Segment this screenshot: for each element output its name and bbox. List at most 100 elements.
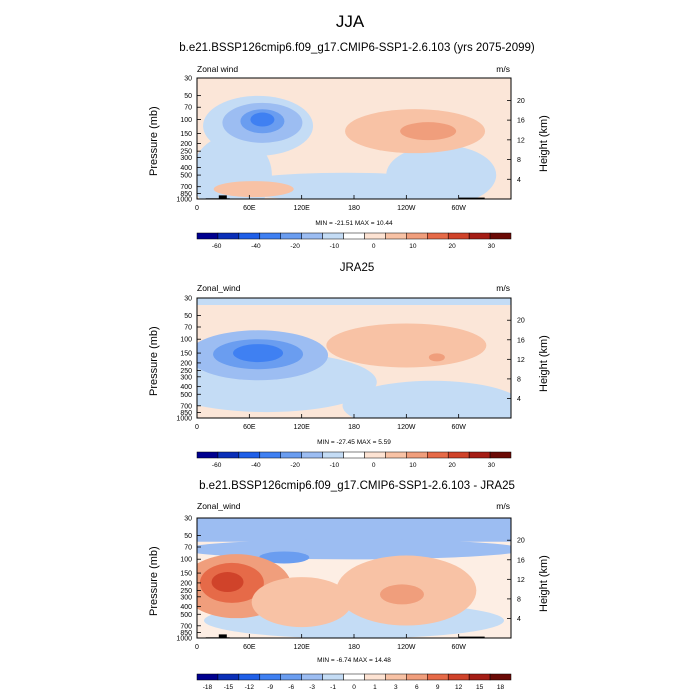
units-label: m/s (496, 283, 510, 293)
colorbar-label: 18 (497, 684, 505, 691)
y-tick-label: 30 (184, 76, 192, 83)
colorbar-label: 10 (409, 462, 417, 469)
variable-label: Zonal wind (197, 64, 239, 74)
contour-neg (386, 145, 497, 199)
y-tick-label-right: 20 (517, 98, 525, 105)
x-tick-label: 120E (293, 424, 310, 431)
y-tick-label: 250 (180, 368, 192, 375)
figure-title: JJA (335, 12, 365, 31)
contour-neg (197, 518, 511, 542)
y-tick-label: 150 (180, 131, 192, 138)
contour-pos (428, 353, 445, 362)
y-tick-label: 850 (180, 191, 192, 198)
colorbar-label: 1 (373, 684, 377, 691)
colorbar-swatch (301, 673, 323, 681)
y-tick-label: 300 (180, 594, 192, 601)
colorbar-label: 12 (455, 684, 463, 691)
colorbar-swatch (489, 232, 512, 240)
y-tick-label: 500 (180, 173, 192, 180)
x-tick-label: 0 (195, 205, 199, 212)
colorbar-label: 30 (488, 243, 496, 250)
y-tick-label: 300 (180, 374, 192, 381)
y-tick-label: 100 (180, 337, 192, 344)
contour-field (197, 298, 511, 418)
colorbar-label: -3 (309, 684, 315, 691)
colorbar-label: 10 (409, 243, 417, 250)
y-tick-label: 700 (180, 403, 192, 410)
y-tick-label-right: 16 (517, 337, 525, 344)
x-tick-label: 60E (243, 644, 256, 651)
x-tick-label: 60W (451, 424, 466, 431)
y-tick-label: 30 (184, 296, 192, 303)
colorbar-label: -40 (251, 462, 261, 469)
y-tick-label: 50 (184, 533, 192, 540)
contour-pos (211, 572, 244, 593)
y-tick-label: 250 (180, 588, 192, 595)
panel-title: JRA25 (339, 262, 375, 274)
y-tick-label: 500 (180, 612, 192, 619)
colorbar-label: -1 (330, 684, 336, 691)
x-tick-label: 60W (451, 205, 466, 212)
colorbar-label: 0 (372, 462, 376, 469)
y-tick-label-right: 12 (517, 357, 525, 364)
colorbar-swatch (259, 673, 281, 681)
colorbar-label: 15 (476, 684, 484, 691)
contour-field (197, 78, 511, 199)
y-tick-label-right: 16 (517, 557, 525, 564)
colorbar-swatch (364, 673, 386, 681)
units-label: m/s (496, 501, 510, 511)
y-tick-label: 200 (180, 141, 192, 148)
colorbar-swatch (385, 673, 407, 681)
colorbar-label: -15 (224, 684, 234, 691)
colorbar-label: 0 (352, 684, 356, 691)
colorbar-swatch (427, 673, 449, 681)
x-tick-label: 120W (397, 205, 416, 212)
colorbar-label: -12 (245, 684, 255, 691)
y-tick-label: 400 (180, 165, 192, 172)
y-tick-label: 850 (180, 630, 192, 637)
x-tick-label: 120E (293, 205, 310, 212)
y-tick-label: 100 (180, 557, 192, 564)
y-tick-label: 70 (184, 544, 192, 551)
colorbar-swatch (343, 673, 365, 681)
contour-neg (250, 112, 275, 127)
y-tick-label: 1000 (176, 636, 192, 643)
y-tick-label-right: 20 (517, 538, 525, 545)
y-tick-label: 200 (180, 580, 192, 587)
contour-pos (400, 122, 457, 141)
contour-pos (326, 323, 487, 368)
y-tick-label: 150 (180, 351, 192, 358)
y-tick-label: 30 (184, 516, 192, 523)
y-tick-label-right: 8 (517, 157, 521, 164)
y-tick-label: 100 (180, 117, 192, 124)
y-tick-label: 300 (180, 155, 192, 162)
y-tick-label: 50 (184, 93, 192, 100)
topography (458, 636, 485, 638)
x-tick-label: 180 (348, 205, 360, 212)
colorbar-swatch (489, 673, 512, 681)
colorbar-label: -40 (251, 243, 261, 250)
x-tick-label: 180 (348, 424, 360, 431)
variable-label: Zonal_wind (197, 283, 241, 293)
colorbar-label: 20 (449, 243, 457, 250)
y-tick-label: 70 (184, 105, 192, 112)
colorbar-swatch (280, 673, 302, 681)
y-tick-label-right: 4 (517, 396, 521, 403)
min-max-label: MIN = -6.74 MAX = 14.48 (317, 657, 391, 664)
y-tick-label-right: 20 (517, 318, 525, 325)
colorbar-swatch (468, 673, 491, 681)
y-tick-label-right: 12 (517, 137, 525, 144)
colorbar-label: -60 (212, 462, 222, 469)
colorbar-label: 30 (488, 462, 496, 469)
y-tick-label: 850 (180, 410, 192, 417)
contour-pos (251, 577, 352, 628)
x-tick-label: 60E (243, 205, 256, 212)
panel-title: b.e21.BSSP126cmip6.f09_g17.CMIP6-SSP1-2.… (199, 480, 515, 492)
min-max-label: MIN = -27.45 MAX = 5.59 (317, 439, 391, 446)
colorbar-swatch (217, 673, 240, 681)
contour-neg (197, 298, 511, 305)
